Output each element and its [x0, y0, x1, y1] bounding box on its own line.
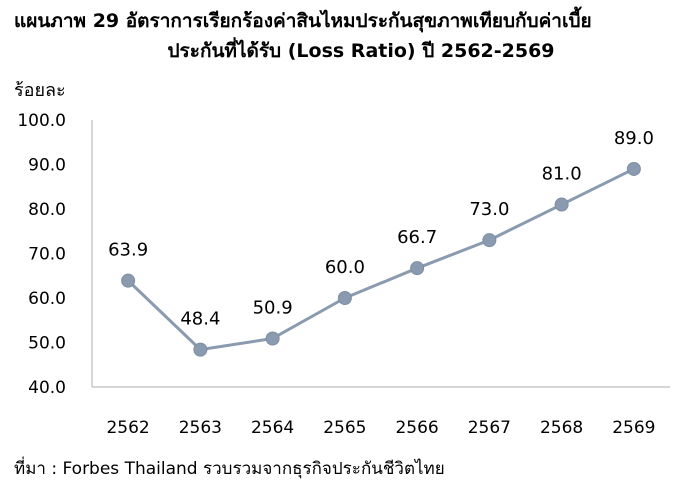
- data-point: [626, 161, 641, 176]
- x-tick-label: 2568: [540, 418, 583, 438]
- y-tick-label: 50.0: [28, 334, 66, 354]
- data-point: [554, 197, 569, 212]
- y-tick-label: 90.0: [28, 156, 66, 176]
- x-tick-label: 2565: [323, 418, 366, 438]
- data-point: [265, 331, 280, 346]
- source-note: ที่มา : Forbes Thailand รวบรวมจากธุรกิจป…: [14, 459, 445, 479]
- x-tick-label: 2566: [395, 418, 438, 438]
- chart-title: แผนภาพ 29 อัตราการเรียกร้องค่าสินไหมประก…: [0, 6, 698, 66]
- data-label: 73.0: [469, 199, 509, 220]
- data-point: [121, 273, 136, 288]
- data-label: 50.9: [253, 297, 293, 318]
- data-point: [337, 291, 352, 305]
- x-tick-label: 2562: [106, 418, 149, 438]
- data-label: 60.0: [325, 257, 365, 278]
- y-tick-label: 60.0: [28, 289, 66, 309]
- chart-title-line1: แผนภาพ 29 อัตราการเรียกร้องค่าสินไหมประก…: [14, 10, 592, 32]
- data-label: 48.4: [180, 309, 220, 330]
- data-label: 89.0: [614, 128, 654, 149]
- data-point: [193, 342, 208, 357]
- y-axis-label: ร้อยละ: [14, 80, 66, 101]
- x-tick-label: 2564: [251, 418, 294, 438]
- data-point: [482, 233, 497, 248]
- data-label: 81.0: [542, 164, 582, 185]
- x-tick-label: 2569: [612, 418, 655, 438]
- y-tick-label: 40.0: [28, 378, 66, 398]
- x-tick-label: 2563: [179, 418, 222, 438]
- y-tick-label: 80.0: [28, 200, 66, 220]
- y-tick-label: 100.0: [17, 111, 66, 131]
- x-tick-label: 2567: [468, 418, 511, 438]
- data-label: 66.7: [397, 227, 437, 248]
- data-point: [410, 261, 425, 276]
- series-line: [127, 167, 635, 352]
- chart-title-line2: ประกันที่ได้รับ (Loss Ratio) ปี 2562-256…: [167, 40, 555, 62]
- data-label: 63.9: [108, 240, 148, 261]
- y-tick-label: 70.0: [28, 245, 66, 265]
